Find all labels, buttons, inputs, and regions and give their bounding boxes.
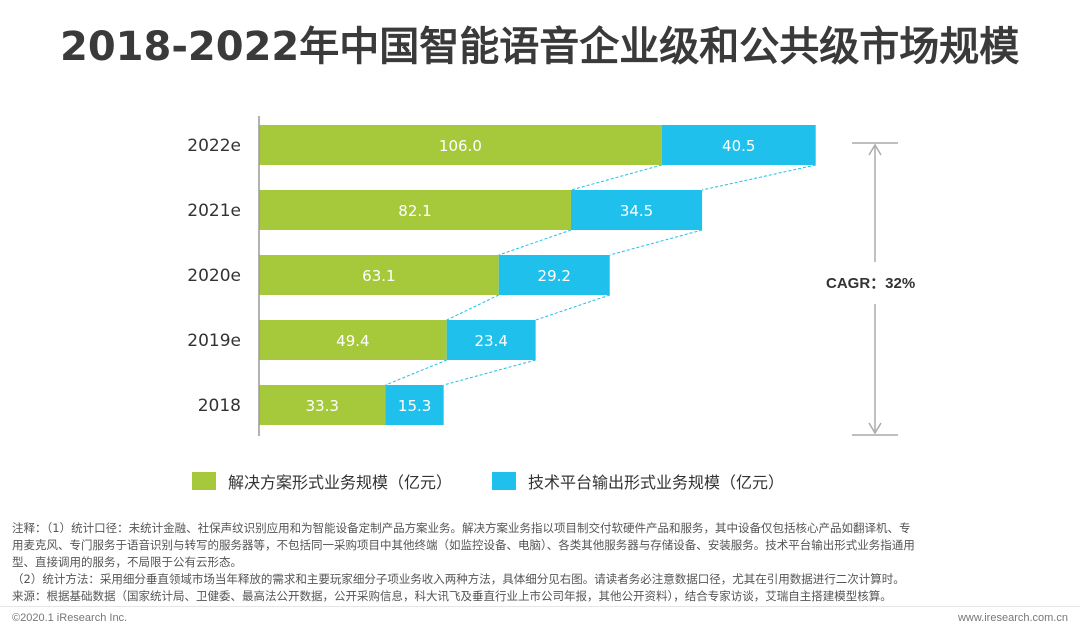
note-line: 注释：（1）统计口径：未统计金融、社保声纹识别应用和为智能设备定制产品方案业务。… xyxy=(12,521,911,535)
legend-item-solution: 解决方案形式业务规模（亿元） xyxy=(192,469,452,493)
legend-swatch-solution xyxy=(192,472,216,490)
data-label: 82.1 xyxy=(398,202,431,220)
cagr-up-arrow xyxy=(868,143,882,156)
bar-platform xyxy=(498,255,610,295)
cagr-annotation: CAGR：32% xyxy=(826,275,916,292)
category-tick-label: 2018 xyxy=(198,396,241,416)
data-label: 63.1 xyxy=(362,267,395,285)
data-label: 49.4 xyxy=(336,332,369,350)
legend-label-solution: 解决方案形式业务规模（亿元） xyxy=(228,473,453,492)
connector-line xyxy=(701,164,816,191)
note-line: （2）统计方法：采用细分垂直领域市场当年释放的需求和主要玩家细分子项业务收入两种… xyxy=(12,572,905,586)
category-tick-label: 2021e xyxy=(187,201,241,221)
bar-platform xyxy=(385,385,444,425)
data-label: 40.5 xyxy=(722,137,755,155)
category-tick-label: 2022e xyxy=(187,136,241,156)
stacked-bar-chart: 2022e 106.0 40.5 2021e 82.1 34.5 2020e 63.1 29.2… xyxy=(187,116,898,436)
legend-item-platform: 技术平台输出形式业务规模（亿元） xyxy=(492,469,784,493)
page-title: 2018-2022年中国智能语音企业级和公共级市场规模 xyxy=(60,24,1020,70)
website: www.iresearch.com.cn xyxy=(957,612,1068,624)
bar-platform xyxy=(661,125,816,165)
bar-platform xyxy=(570,190,703,230)
legend-label-platform: 技术平台输出形式业务规模（亿元） xyxy=(528,473,785,492)
bar-solution xyxy=(259,320,447,360)
data-label: 106.0 xyxy=(439,137,482,155)
data-label: 15.3 xyxy=(398,397,431,415)
bar-solution xyxy=(259,190,571,230)
category-tick-label: 2019e xyxy=(187,331,241,351)
copyright: ©2020.1 iResearch Inc. xyxy=(12,612,128,624)
connector-line xyxy=(385,359,447,386)
data-label: 23.4 xyxy=(474,332,507,350)
connector-line xyxy=(570,164,662,191)
notes-block: 注释：（1）统计口径：未统计金融、社保声纹识别应用和为智能设备定制产品方案业务。… xyxy=(12,520,1072,605)
note-line: 用麦克风、专门服务于语音识别与转写的服务器等，不包括同一采购项目中其他终端（如监… xyxy=(12,538,915,552)
bar-solution xyxy=(259,125,662,165)
note-line: 型、直接调用的服务，不局限于公有云形态。 xyxy=(12,555,242,569)
data-label: 29.2 xyxy=(538,267,571,285)
connector-line xyxy=(535,294,610,321)
bar-solution xyxy=(259,255,499,295)
legend-swatch-platform xyxy=(492,472,516,490)
connector-line xyxy=(498,229,572,256)
data-label: 33.3 xyxy=(306,397,339,415)
footer-divider xyxy=(0,606,1080,607)
category-tick-label: 2020e xyxy=(187,266,241,286)
bar-platform xyxy=(446,320,536,360)
cagr-down-arrow xyxy=(868,422,882,435)
connector-line xyxy=(443,359,536,386)
source-line: 来源：根据基础数据（国家统计局、卫健委、最高法公开数据，公开采购信息，科大讯飞及… xyxy=(12,589,892,603)
data-label: 34.5 xyxy=(620,202,653,220)
connector-line xyxy=(609,229,703,256)
bar-solution xyxy=(259,385,386,425)
connector-line xyxy=(446,294,499,321)
